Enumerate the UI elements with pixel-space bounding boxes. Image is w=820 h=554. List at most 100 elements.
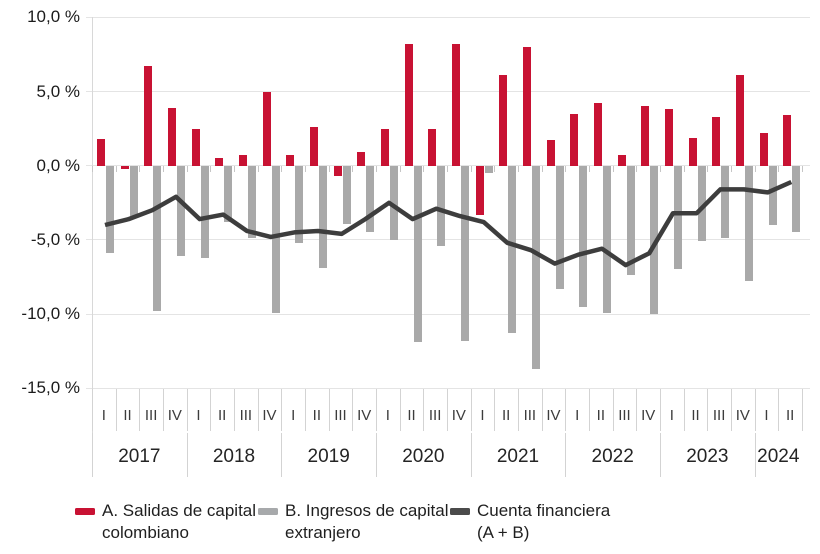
quarter-tick: [163, 389, 164, 431]
year-separator: [92, 432, 93, 477]
bar-salidas-capital-colombiano: [333, 165, 342, 177]
year-separator: [754, 432, 756, 477]
gridline: [86, 165, 810, 167]
bar-ingresos-capital-extranjero: [721, 165, 730, 239]
zero-axis-tick: [234, 166, 235, 172]
year-label: 2022: [591, 446, 634, 467]
bar-ingresos-capital-extranjero: [579, 165, 588, 307]
legend-swatch-salidas: [75, 508, 95, 515]
quarter-label: II: [123, 407, 132, 424]
bar-salidas-capital-colombiano: [452, 44, 460, 166]
quarter-label: II: [501, 407, 511, 424]
bar-ingresos-capital-extranjero: [224, 165, 233, 223]
bar-ingresos-capital-extranjero: [200, 165, 209, 258]
quarter-label: III: [239, 407, 253, 424]
year-separator: [281, 432, 283, 477]
zero-axis-tick: [494, 166, 496, 172]
zero-axis-tick: [328, 166, 330, 172]
year-separator: [186, 432, 188, 477]
quarter-label: IV: [735, 407, 750, 424]
zero-axis-tick: [660, 166, 661, 172]
bar-ingresos-capital-extranjero: [626, 165, 635, 276]
legend-item-salidas: A. Salidas de capital colombiano: [75, 500, 256, 544]
legend-swatch-ingresos: [258, 508, 278, 515]
bar-salidas-capital-colombiano: [97, 139, 105, 166]
year-separator: [376, 432, 377, 477]
zero-axis-tick: [115, 166, 117, 172]
bar-ingresos-capital-extranjero: [319, 165, 327, 268]
bar-salidas-capital-colombiano: [712, 116, 721, 166]
legend-label-ingresos: B. Ingresos de capital extranjero: [285, 500, 448, 544]
quarter-tick: [541, 389, 543, 431]
quarter-tick: [754, 389, 756, 431]
legend-label-ingresos-line2: extranjero: [285, 523, 361, 542]
quarter-tick: [257, 389, 259, 431]
zero-axis-tick: [541, 166, 543, 172]
quarter-label: II: [312, 407, 321, 424]
legend-label-salidas-line1: A. Salidas de capital: [102, 501, 257, 520]
y-axis-label: 10,0 %: [27, 7, 80, 27]
bar-salidas-capital-colombiano: [688, 137, 697, 166]
bar-salidas-capital-colombiano: [759, 133, 768, 166]
quarter-label: IV: [262, 407, 277, 424]
bar-ingresos-capital-extranjero: [674, 165, 682, 270]
quarter-label: I: [385, 407, 390, 424]
zero-axis-tick: [683, 166, 685, 172]
bar-salidas-capital-colombiano: [286, 155, 295, 166]
legend-label-cuenta-line2: (A + B): [477, 523, 530, 542]
quarter-tick: [186, 389, 188, 431]
legend-label-ingresos-line1: B. Ingresos de capital: [285, 501, 449, 520]
year-separator: [660, 432, 661, 477]
bar-ingresos-capital-extranjero: [437, 165, 446, 246]
quarter-tick: [115, 389, 117, 431]
quarter-label: IV: [641, 407, 656, 424]
zero-axis-tick: [612, 166, 614, 172]
zero-axis-tick: [163, 166, 164, 172]
quarter-label: IV: [167, 407, 182, 424]
legend: A. Salidas de capital colombiano B. Ingr…: [0, 500, 820, 554]
bar-ingresos-capital-extranjero: [295, 165, 304, 243]
quarter-label: I: [669, 407, 674, 424]
legend-label-cuenta-line1: Cuenta financiera: [477, 501, 611, 520]
bar-ingresos-capital-extranjero: [271, 165, 280, 313]
quarter-label: II: [596, 407, 605, 424]
bar-ingresos-capital-extranjero: [366, 165, 375, 233]
quarter-tick: [802, 389, 803, 431]
quarter-label: II: [691, 407, 700, 424]
y-axis-label: 5,0 %: [36, 81, 80, 101]
bar-salidas-capital-colombiano: [120, 165, 129, 169]
bar-salidas-capital-colombiano: [357, 152, 366, 166]
zero-axis-tick: [589, 166, 590, 172]
quarter-tick: [281, 389, 283, 431]
zero-axis-tick: [92, 166, 93, 172]
bar-ingresos-capital-extranjero: [768, 165, 777, 225]
quarter-tick: [447, 389, 448, 431]
quarter-tick: [352, 389, 354, 431]
quarter-tick: [518, 389, 519, 431]
legend-swatch-cuenta-financiera: [450, 508, 470, 515]
year-label: 2017: [118, 446, 161, 467]
bar-ingresos-capital-extranjero: [153, 165, 162, 312]
quarter-tick: [210, 389, 212, 431]
zero-axis-tick: [399, 166, 401, 172]
bar-salidas-capital-colombiano: [617, 155, 626, 166]
quarter-label: I: [764, 407, 769, 424]
quarter-tick: [376, 389, 377, 431]
quarter-label: I: [101, 407, 106, 424]
bar-ingresos-capital-extranjero: [697, 165, 706, 242]
quarter-tick: [589, 389, 590, 431]
bar-salidas-capital-colombiano: [475, 165, 484, 215]
bar-salidas-capital-colombiano: [428, 128, 437, 166]
quarter-label: I: [291, 407, 296, 424]
quarter-tick: [778, 389, 780, 431]
quarter-label: IV: [451, 407, 466, 424]
bar-salidas-capital-colombiano: [499, 75, 508, 166]
zero-axis-tick: [518, 166, 519, 172]
zero-axis-tick: [186, 166, 188, 172]
bar-ingresos-capital-extranjero: [745, 165, 753, 282]
quarter-label: I: [575, 407, 580, 424]
quarter-tick: [731, 389, 732, 431]
quarter-label: II: [217, 407, 227, 424]
zero-axis-tick: [802, 166, 803, 172]
zero-axis-tick: [423, 166, 425, 172]
